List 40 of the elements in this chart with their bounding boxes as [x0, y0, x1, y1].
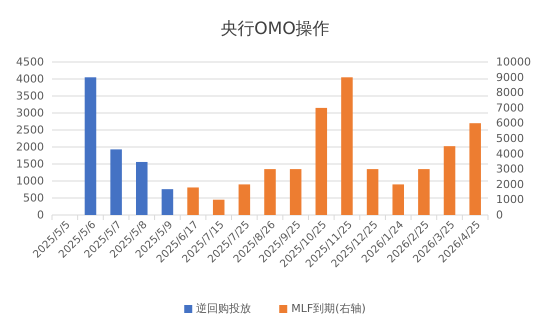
y-tick-label: 4500 [16, 56, 44, 69]
y-tick-label: 2500 [16, 124, 44, 137]
y-tick-label: 1500 [16, 158, 44, 171]
y-tick-label: 1000 [16, 174, 44, 188]
bar [162, 189, 174, 215]
bar [316, 108, 328, 215]
y-tick-label: 4000 [16, 72, 44, 86]
y2-tick-label: 4000 [496, 147, 524, 160]
bar [212, 200, 224, 215]
y2-tick-label: 9000 [496, 70, 524, 84]
bar [238, 184, 250, 215]
y-tick-label: 500 [23, 192, 44, 205]
y2-tick-label: 6000 [496, 116, 524, 130]
y-tick-label: 3000 [16, 106, 44, 120]
y2-tick-label: 10000 [496, 56, 531, 69]
y2-tick-label: 8000 [496, 86, 524, 100]
y2-tick-label: 7000 [496, 101, 524, 114]
y2-tick-label: 0 [496, 208, 503, 222]
bar [341, 77, 353, 215]
y-tick-label: 0 [37, 208, 44, 222]
y2-tick-label: 1000 [496, 193, 524, 206]
bar [469, 123, 481, 215]
y2-tick-label: 2000 [496, 178, 524, 191]
y2-tick-label: 3000 [496, 162, 524, 176]
bar [392, 184, 404, 215]
bar [187, 187, 199, 215]
bar [136, 162, 148, 215]
y-tick-label: 3500 [16, 90, 44, 103]
chart-title: 央行OMO操作 [220, 19, 330, 39]
legend-label: MLF到期(右轴) [291, 302, 366, 315]
bar [418, 169, 430, 215]
bar [366, 169, 378, 215]
y2-tick-label: 5000 [496, 132, 524, 146]
bar [110, 149, 122, 215]
bar [444, 146, 456, 215]
legend-label: 逆回购投放 [196, 302, 252, 315]
bar [264, 169, 276, 215]
y-tick-label: 2000 [16, 140, 44, 154]
bar [290, 169, 302, 215]
bar [84, 77, 96, 215]
